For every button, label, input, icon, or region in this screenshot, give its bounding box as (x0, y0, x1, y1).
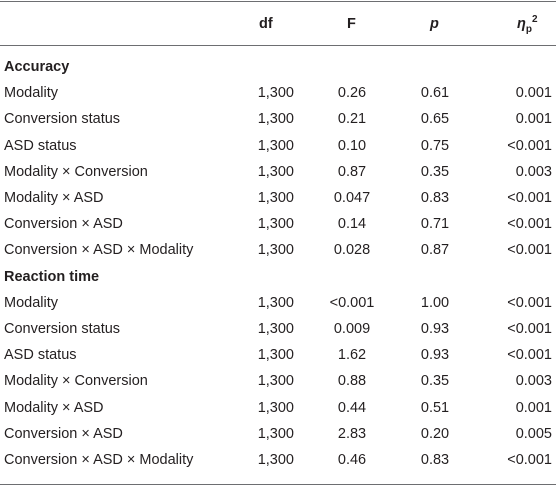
df-cell: 1,300 (257, 294, 294, 311)
header-eta: ηp2 (517, 14, 538, 35)
eta-cell: <0.001 (507, 452, 552, 468)
p-cell: 0.35 (420, 373, 450, 390)
p-cell: 0.83 (420, 190, 450, 206)
df-cell: 1,300 (257, 452, 294, 468)
section-title: Accuracy (4, 59, 70, 75)
p-cell: 0.61 (420, 85, 450, 102)
p-cell: 0.65 (420, 111, 450, 128)
df-cell: 1,300 (257, 163, 294, 180)
df-cell: 1,300 (257, 242, 294, 259)
eta-cell: <0.001 (507, 294, 552, 311)
f-cell: 0.14 (337, 216, 367, 233)
eta-cell: <0.001 (507, 190, 552, 206)
eta-cell: 0.001 (515, 399, 552, 416)
eta-cell: 0.005 (515, 425, 552, 442)
f-cell: 2.83 (337, 425, 367, 442)
row-label: Modality (4, 85, 58, 102)
df-cell: 1,300 (257, 373, 294, 390)
row-label: Conversion status (4, 321, 121, 337)
top-rule (0, 1, 556, 2)
row-label: Conversion × ASD (4, 216, 123, 233)
row-label: Conversion × ASD (4, 425, 123, 442)
df-cell: 1,300 (257, 85, 294, 102)
p-cell: 0.87 (420, 242, 450, 259)
f-cell: 0.21 (337, 111, 367, 128)
eta-cell: <0.001 (507, 347, 552, 364)
f-cell: <0.001 (329, 294, 375, 311)
f-cell: 0.46 (337, 452, 367, 468)
row-label: ASD status (4, 137, 77, 154)
p-cell: 0.75 (420, 137, 450, 154)
df-cell: 1,300 (257, 111, 294, 128)
f-cell: 1.62 (337, 347, 367, 364)
f-cell: 0.88 (337, 373, 367, 390)
section-title: Reaction time (4, 268, 100, 285)
f-cell: 0.87 (337, 163, 367, 180)
p-cell: 0.51 (420, 399, 450, 416)
df-cell: 1,300 (257, 137, 294, 154)
row-label: ASD status (4, 347, 77, 364)
header-p: p (430, 16, 439, 32)
f-cell: 0.10 (337, 137, 367, 154)
f-cell: 0.009 (333, 321, 371, 337)
p-cell: 0.35 (420, 163, 450, 180)
row-label: Modality × Conversion (4, 373, 148, 390)
eta-cell: 0.001 (515, 85, 552, 102)
p-cell: 0.93 (420, 347, 450, 364)
row-label: Modality × Conversion (4, 163, 148, 180)
p-cell: 0.83 (420, 452, 450, 468)
bottom-rule (0, 484, 556, 485)
row-label: Modality × ASD (4, 399, 104, 416)
row-label: Conversion × ASD × Modality (4, 452, 194, 468)
eta-cell: <0.001 (507, 321, 552, 337)
p-cell: 0.71 (420, 216, 450, 233)
df-cell: 1,300 (257, 425, 294, 442)
f-cell: 0.26 (337, 85, 367, 102)
f-cell: 0.028 (333, 242, 371, 259)
row-label: Conversion status (4, 111, 121, 128)
p-cell: 0.20 (420, 425, 450, 442)
eta-cell: 0.003 (515, 163, 552, 180)
header-rule (0, 45, 556, 46)
row-label: Conversion × ASD × Modality (4, 242, 194, 259)
p-cell: 0.93 (420, 321, 450, 337)
p-cell: 1.00 (420, 294, 450, 311)
row-label: Modality × ASD (4, 190, 104, 206)
df-cell: 1,300 (257, 321, 294, 337)
header-f: F (347, 16, 356, 32)
df-cell: 1,300 (257, 399, 294, 416)
eta-cell: <0.001 (507, 242, 552, 259)
row-label: Modality (4, 294, 58, 311)
df-cell: 1,300 (257, 347, 294, 364)
header-df: df (259, 16, 273, 32)
eta-cell: 0.001 (515, 111, 552, 128)
df-cell: 1,300 (257, 190, 294, 206)
f-cell: 0.44 (337, 399, 367, 416)
eta-superscript: 2 (531, 14, 538, 26)
df-cell: 1,300 (257, 216, 294, 233)
eta-subscript: p (525, 23, 532, 35)
eta-cell: <0.001 (507, 216, 552, 233)
eta-symbol: η (517, 16, 526, 32)
f-cell: 0.047 (333, 190, 371, 206)
eta-cell: <0.001 (507, 137, 552, 154)
eta-cell: 0.003 (515, 373, 552, 390)
